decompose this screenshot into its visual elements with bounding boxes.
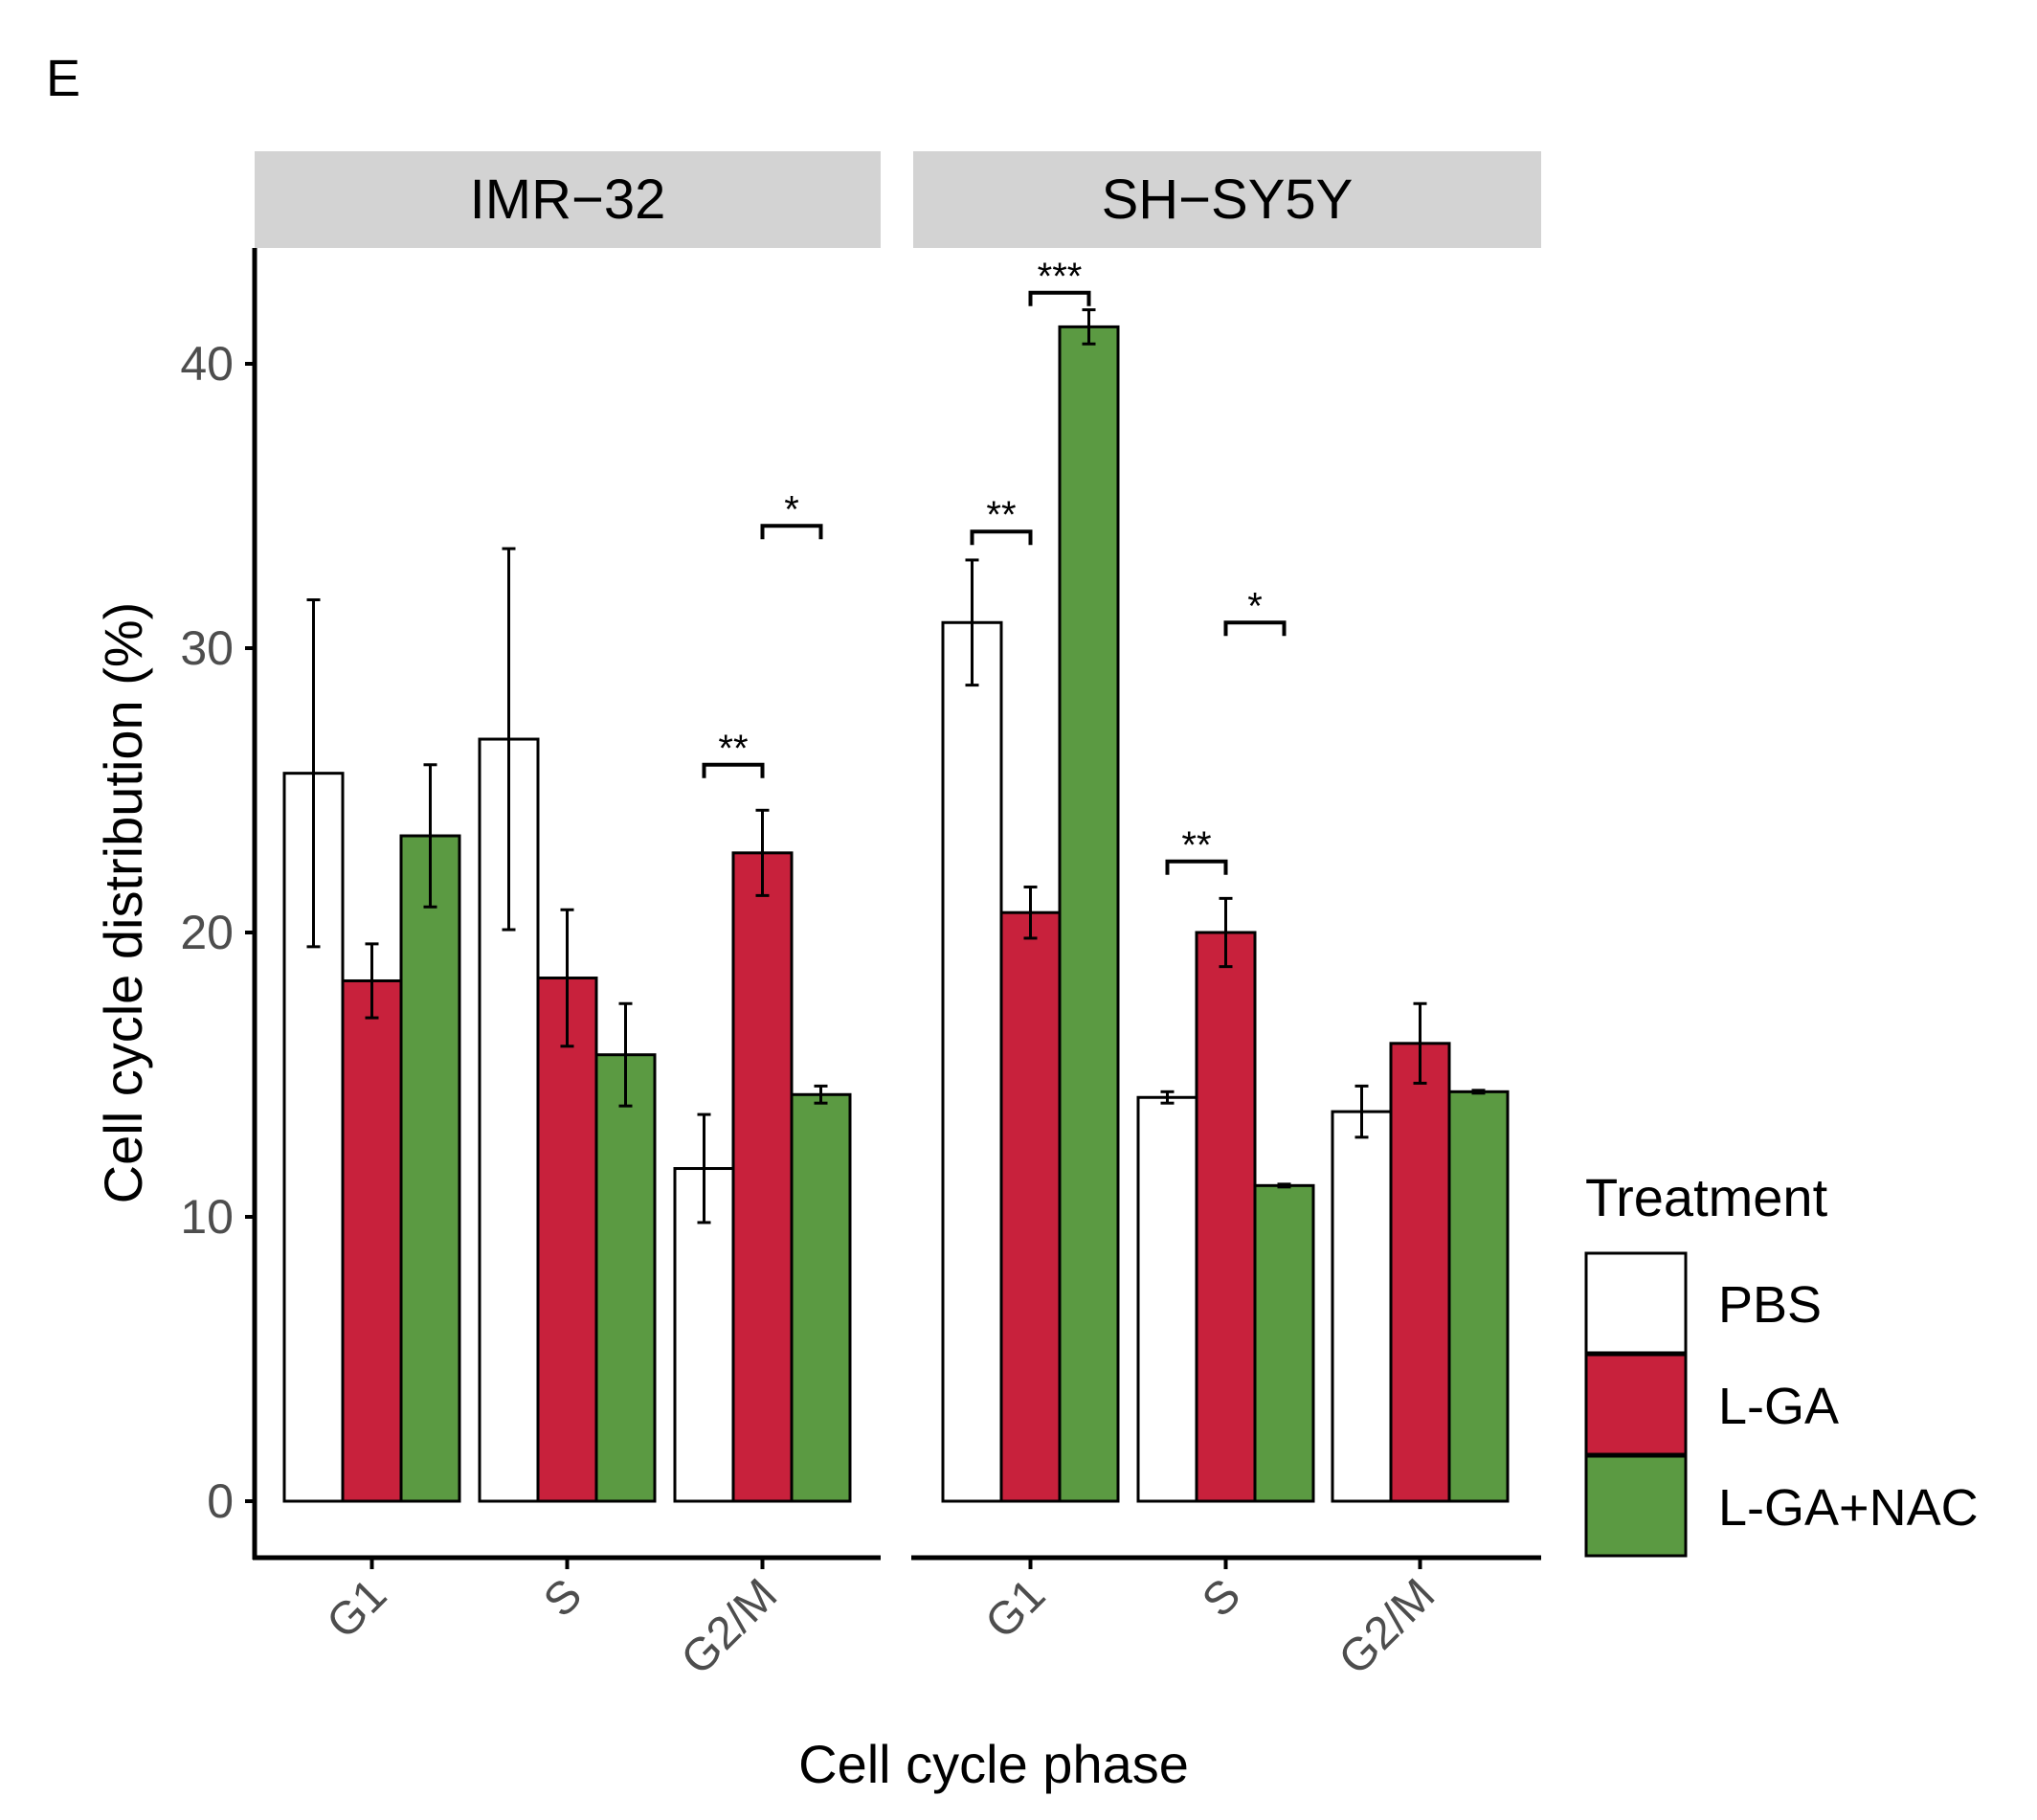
x-axis-title: Cell cycle phase: [798, 1734, 1189, 1794]
bar-l-ga-nac-g1: [1058, 325, 1120, 1503]
significance-label: *: [1247, 585, 1263, 627]
x-tick-label-g1: G1: [976, 1569, 1056, 1649]
legend-item-lga: L-GA: [1584, 1353, 1839, 1456]
error-bar-l-ga-g2m: [1413, 1001, 1427, 1085]
error-bar-pbs-s: [502, 547, 516, 932]
significance-label: **: [718, 728, 748, 770]
bar-l-ga-nac-s: [594, 1053, 657, 1503]
legend-swatch-pbs: [1584, 1251, 1688, 1355]
panel-letter: E: [46, 50, 80, 107]
significance-bracket-line: [702, 762, 765, 778]
bar-l-ga-g2m: [731, 851, 794, 1503]
panel-imr32: G1 S G2/M***: [252, 248, 881, 1685]
legend-title: Treatment: [1585, 1167, 1828, 1227]
error-bar-l-ga-nac-g2m: [814, 1084, 828, 1105]
significance-bracket-line: [1165, 859, 1228, 875]
significance-label: *: [784, 488, 799, 530]
x-tick-label-g1: G1: [318, 1569, 397, 1649]
legend-label-lga: L-GA: [1718, 1378, 1839, 1435]
error-bar-pbs-g1: [965, 558, 979, 687]
error-bar-pbs-g1: [306, 598, 321, 949]
significance-bracket-1: **: [702, 728, 765, 778]
bar-pbs-g1: [941, 620, 1003, 1503]
bar-l-ga-nac-g1: [399, 834, 461, 1503]
significance-label: **: [1181, 824, 1211, 866]
facet-strip-left: IMR−32: [255, 151, 881, 248]
legend-item-pbs: PBS: [1584, 1251, 1822, 1355]
panel-shsy5y: G1 S G2/M********: [911, 256, 1541, 1685]
significance-label: ***: [1038, 256, 1083, 298]
bar-l-ga-s: [536, 977, 598, 1503]
bar-l-ga-g1: [999, 910, 1062, 1503]
bar-l-ga-s: [1195, 931, 1257, 1503]
error-bar-l-ga-g1: [1023, 885, 1038, 940]
bar-l-ga-g2m: [1389, 1042, 1451, 1503]
significance-bracket-2: *: [760, 488, 823, 540]
error-bar-l-ga-nac-g2m: [1471, 1089, 1486, 1095]
error-bar-l-ga-g2m: [755, 808, 770, 897]
significance-bracket-3: **: [1165, 824, 1228, 875]
legend: Treatment PBS L-GA L-GA+NAC: [1584, 1167, 1979, 1558]
error-bar-l-ga-s: [560, 908, 574, 1048]
error-bar-l-ga-nac-s: [1277, 1182, 1291, 1189]
strip-background: [913, 151, 1541, 248]
error-bar-l-ga-nac-g1: [423, 763, 437, 909]
y-tick-label-20: 20: [180, 906, 234, 959]
significance-label: **: [986, 494, 1016, 536]
error-bar-pbs-g2m: [1354, 1084, 1369, 1139]
legend-label-pbs: PBS: [1718, 1276, 1822, 1334]
y-tick-label-0: 0: [207, 1474, 234, 1528]
bar-l-ga-nac-s: [1253, 1183, 1315, 1503]
x-tick-label-g2m: G2/M: [1330, 1569, 1444, 1684]
legend-item-lga-nac: L-GA+NAC: [1584, 1454, 1979, 1558]
y-tick-label-40: 40: [180, 337, 234, 391]
y-tick-label-30: 30: [180, 621, 234, 675]
error-bar-pbs-s: [1160, 1090, 1175, 1105]
strip-label-imr32: IMR−32: [470, 169, 666, 231]
legend-label-lga-nac: L-GA+NAC: [1718, 1479, 1979, 1537]
y-axis-ticks: 0 10 20 30 40: [180, 337, 255, 1528]
significance-bracket-1: **: [970, 494, 1033, 546]
error-bar-l-ga-g1: [365, 942, 379, 1020]
significance-bracket-line: [1223, 620, 1287, 637]
error-bar-l-ga-nac-s: [618, 1001, 633, 1108]
error-bar-l-ga-s: [1219, 896, 1233, 969]
error-bar-l-ga-nac-g1: [1082, 308, 1096, 346]
bar-pbs-s: [1136, 1095, 1198, 1503]
significance-bracket-4: *: [1223, 585, 1287, 637]
strip-background: [255, 151, 881, 248]
significance-bracket-line: [970, 529, 1033, 546]
x-tick-label-s: S: [534, 1569, 592, 1627]
bar-l-ga-g1: [341, 978, 403, 1503]
error-bar-pbs-g2m: [697, 1112, 711, 1225]
bar-l-ga-nac-g2m: [1447, 1090, 1510, 1503]
facet-strip-right: SH−SY5Y: [913, 151, 1541, 248]
y-axis-title: Cell cycle distribution (%): [93, 602, 153, 1204]
x-tick-label-s: S: [1193, 1569, 1250, 1627]
significance-bracket-line: [760, 524, 823, 540]
legend-swatch-lga-nac: [1584, 1454, 1688, 1558]
legend-swatch-lga: [1584, 1353, 1688, 1456]
x-tick-label-g2m: G2/M: [672, 1569, 787, 1684]
bar-l-ga-nac-g2m: [790, 1092, 852, 1503]
significance-bracket-line: [1028, 290, 1091, 306]
y-tick-label-10: 10: [180, 1190, 234, 1244]
strip-label-shsy5y: SH−SY5Y: [1102, 169, 1354, 231]
plot-panels: G1 S G2/M***G1 S G2/M********: [252, 248, 1541, 1685]
bar-pbs-g2m: [1331, 1110, 1393, 1503]
significance-bracket-2: ***: [1028, 256, 1091, 306]
